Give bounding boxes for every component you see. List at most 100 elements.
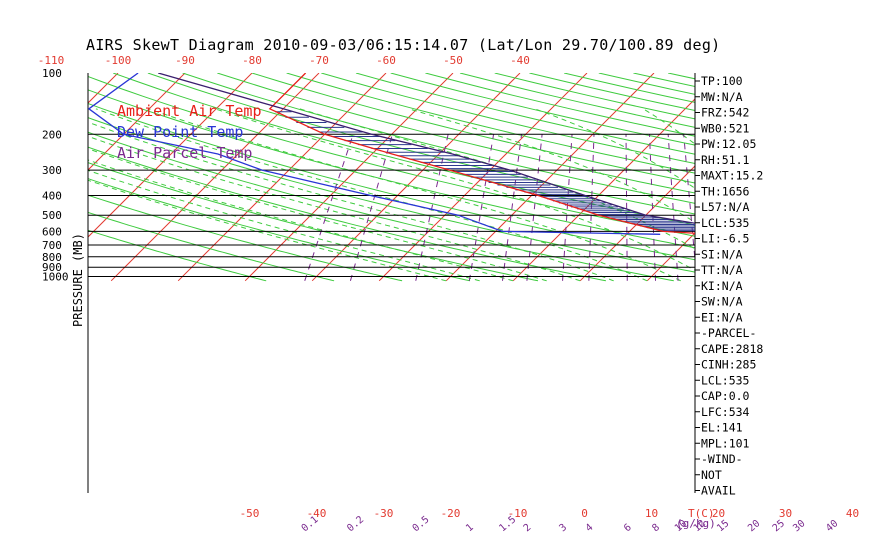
index-label: FRZ:542	[701, 106, 749, 120]
top-temp-tick-label: -110	[38, 54, 65, 67]
index-label: MPL:101	[701, 436, 750, 450]
index-label: EI:N/A	[701, 310, 743, 324]
mixing-ratio-line	[792, 134, 829, 281]
ambient-temp-profile-line	[268, 73, 695, 234]
index-label: EL:141	[701, 421, 743, 435]
mixing-ratio-tick-label: 20	[746, 518, 762, 534]
dry-adiabat-line	[390, 73, 695, 146]
mixing-ratio-line	[749, 134, 776, 281]
index-label: L57:N/A	[701, 200, 750, 214]
isotherm-line	[244, 73, 454, 282]
parcel-temp-profile-line	[158, 73, 695, 224]
bottom-temp-tick-label: -30	[374, 507, 394, 520]
dry-adiabat-line	[286, 73, 695, 174]
dry-adiabat-line	[667, 73, 695, 80]
mixing-ratio-line	[765, 134, 796, 281]
index-label: CAP:0.0	[701, 389, 750, 403]
pressure-tick-label: 300	[42, 164, 62, 177]
index-label: WB0:521	[701, 121, 750, 135]
index-label: MAXT:15.2	[701, 169, 763, 183]
top-temp-tick-label: -70	[309, 54, 329, 67]
pressure-tick-label: 600	[42, 225, 62, 238]
dry-adiabat-line	[113, 73, 695, 226]
legend-entry: Air Parcel Temp	[117, 144, 252, 162]
isotherm-line	[646, 232, 695, 282]
pressure-tick-label: 1000	[42, 271, 69, 284]
mixing-ratio-line	[304, 134, 354, 281]
index-label: AVAIL	[701, 484, 736, 498]
pressure-tick-label: 700	[42, 239, 62, 252]
mixing-ratio-tick-label: 4	[584, 522, 596, 534]
mixing-ratio-line	[588, 134, 595, 281]
mixing-ratio-line	[831, 134, 870, 281]
bottom-temp-tick-label: -50	[240, 507, 260, 520]
pressure-tick-label: 900	[42, 261, 62, 274]
dry-adiabat-line	[88, 194, 403, 282]
index-label: KI:N/A	[701, 279, 743, 293]
index-label: RH:51.1	[701, 153, 750, 167]
index-label: LFC:534	[701, 405, 750, 419]
dry-adiabat-line	[88, 89, 695, 249]
mixing-ratio-tick-label: 25	[771, 518, 787, 534]
dry-adiabat-line	[88, 102, 695, 261]
bottom-temp-tick-label: 10	[645, 507, 658, 520]
dry-adiabat-line	[217, 73, 695, 194]
mixing-ratio-tick-label: 1	[464, 522, 476, 534]
mixing-ratio-line	[648, 134, 657, 281]
isotherm-line	[88, 73, 186, 171]
dry-adiabat-line	[182, 73, 695, 204]
index-label: LCL:535	[701, 216, 749, 230]
mixing-ratio-tick-label: 15	[715, 518, 731, 534]
index-label: TP:100	[701, 74, 743, 88]
bottom-temp-tick-label: -10	[508, 507, 528, 520]
isotherm-line	[781, 73, 870, 281]
index-label: SW:N/A	[701, 295, 743, 309]
isotherm-line	[177, 73, 387, 282]
pressure-tick-label: 500	[42, 209, 62, 222]
y-axis-title: PRESSURE (MB)	[71, 233, 85, 327]
index-label: CAPE:2818	[701, 342, 763, 356]
dry-adiabat-line	[147, 73, 695, 215]
index-label: TT:N/A	[701, 263, 743, 277]
bottom-temp-tick-label: 40	[846, 507, 859, 520]
bottom-temp-tick-label: 0	[581, 507, 588, 520]
index-label: MW:N/A	[701, 90, 743, 104]
index-label: LI:-6.5	[701, 232, 749, 246]
mixing-ratio-tick-label: 0.2	[345, 514, 366, 534]
bottom-temp-tick-label: 30	[779, 507, 792, 520]
chart-title: AIRS SkewT Diagram 2010-09-03/06:15:14.0…	[86, 36, 721, 54]
dry-adiabat-line	[88, 229, 267, 282]
isotherm-line	[579, 165, 695, 282]
mixing-ratio-tick-label: 6	[622, 522, 634, 534]
mixing-ratio-tick-label: 3	[557, 522, 569, 534]
index-label: TH:1656	[701, 184, 750, 198]
pressure-tick-label: 100	[42, 67, 62, 80]
mixing-ratio-tick-label: 2	[522, 522, 534, 534]
index-label: PW:12.05	[701, 137, 756, 151]
legend-entry: Ambient Air Temp	[117, 102, 262, 120]
index-label: -PARCEL-	[701, 326, 756, 340]
index-label: CINH:285	[701, 358, 756, 372]
index-label: SI:N/A	[701, 247, 743, 261]
mixing-ratio-line	[468, 134, 495, 281]
index-label: -WIND-	[701, 452, 743, 466]
index-label: NOT	[701, 468, 722, 482]
pressure-tick-label: 400	[42, 190, 62, 203]
top-temp-tick-label: -40	[510, 54, 530, 67]
top-temp-tick-label: -100	[105, 54, 132, 67]
mixing-ratio-tick-label: 40	[824, 518, 840, 534]
isotherm-line	[848, 73, 870, 281]
dry-adiabat-line	[88, 131, 674, 282]
mixing-ratio-line	[501, 134, 523, 281]
legend-entry: Dew Point Temp	[117, 123, 243, 141]
dewpoint-profile-line	[88, 73, 661, 235]
pressure-tick-label: 800	[42, 251, 62, 264]
mixing-ratio-tick-label: 0.5	[411, 514, 432, 534]
bottom-temp-tick-label: -20	[441, 507, 461, 520]
top-temp-tick-label: -60	[376, 54, 396, 67]
dry-adiabat-line	[88, 178, 471, 282]
index-label: LCL:535	[701, 373, 749, 387]
bottom-temp-tick-label: 20	[712, 507, 725, 520]
